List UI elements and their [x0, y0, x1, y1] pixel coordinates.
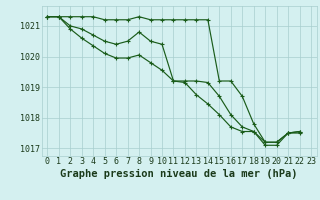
X-axis label: Graphe pression niveau de la mer (hPa): Graphe pression niveau de la mer (hPa): [60, 169, 298, 179]
